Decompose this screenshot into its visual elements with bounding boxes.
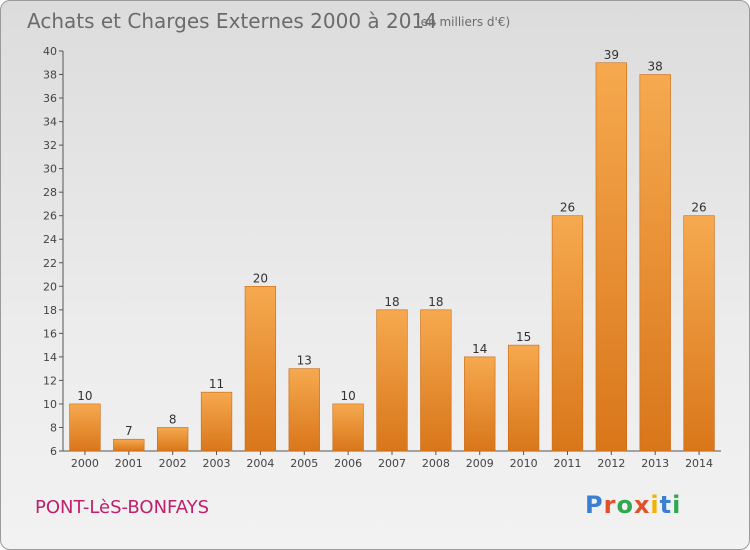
y-tick-label: 26 — [43, 210, 57, 223]
x-tick-label-2009: 2009 — [466, 457, 494, 470]
y-tick-label: 8 — [50, 421, 57, 434]
data-label-2012: 39 — [604, 48, 619, 62]
y-tick-label: 36 — [43, 92, 57, 105]
x-tick-label-2008: 2008 — [422, 457, 450, 470]
x-tick-label-2014: 2014 — [685, 457, 713, 470]
data-label-2000: 10 — [77, 389, 92, 403]
data-label-2006: 10 — [340, 389, 355, 403]
bar-2003 — [200, 391, 233, 452]
bar-2001 — [113, 438, 145, 452]
chart-unit: (en milliers d'€) — [416, 15, 511, 29]
x-tick-label-2005: 2005 — [290, 457, 318, 470]
y-tick-label: 20 — [43, 280, 57, 293]
x-tick-label-2007: 2007 — [378, 457, 406, 470]
bar-2011 — [551, 215, 584, 452]
data-label-2007: 18 — [384, 295, 399, 309]
y-tick-label: 12 — [43, 374, 57, 387]
chart-title: Achats et Charges Externes 2000 à 2014 — [27, 9, 437, 33]
x-tick-label-2001: 2001 — [115, 457, 143, 470]
y-tick-label: 32 — [43, 139, 57, 152]
x-tick-label-2012: 2012 — [597, 457, 625, 470]
proxiti-logo: Proxiti — [585, 491, 682, 519]
x-tick-label-2011: 2011 — [553, 457, 581, 470]
data-label-2002: 8 — [169, 412, 177, 426]
data-label-2010: 15 — [516, 330, 531, 344]
bar-2013 — [639, 74, 671, 452]
x-tick-label-2013: 2013 — [641, 457, 669, 470]
y-tick-label: 28 — [43, 186, 57, 199]
commune-name: PONT-LèS-BONFAYS — [35, 497, 210, 518]
y-tick-label: 38 — [43, 69, 57, 82]
bar-2000 — [69, 403, 101, 452]
x-tick-label-2006: 2006 — [334, 457, 362, 470]
y-tick-label: 22 — [43, 257, 57, 270]
bar-2009 — [464, 356, 496, 452]
data-label-2008: 18 — [428, 295, 443, 309]
data-label-2003: 11 — [209, 377, 224, 391]
y-tick-label: 24 — [43, 233, 57, 246]
x-tick-label-2004: 2004 — [246, 457, 274, 470]
y-tick-label: 18 — [43, 304, 57, 317]
data-label-2011: 26 — [560, 201, 575, 215]
data-label-2009: 14 — [472, 342, 487, 356]
bar-2006 — [332, 403, 364, 452]
x-tick-label-2010: 2010 — [510, 457, 538, 470]
data-label-2014: 26 — [691, 201, 706, 215]
y-tick-label: 16 — [43, 327, 57, 340]
y-tick-label: 10 — [43, 398, 57, 411]
data-label-2005: 13 — [297, 354, 312, 368]
bar-2012 — [595, 62, 627, 452]
data-label-2013: 38 — [648, 60, 663, 74]
y-tick-label: 40 — [43, 45, 57, 58]
y-tick-label: 6 — [50, 445, 57, 458]
bar-2008 — [420, 309, 452, 452]
x-tick-label-2003: 2003 — [203, 457, 231, 470]
y-tick-label: 14 — [43, 351, 57, 364]
data-label-2004: 20 — [253, 271, 268, 285]
bar-2014 — [683, 215, 715, 452]
bar-2010 — [507, 344, 540, 452]
bar-2004 — [244, 285, 277, 452]
bar-2005 — [288, 368, 320, 452]
y-tick-label: 30 — [43, 163, 57, 176]
x-tick-label-2000: 2000 — [71, 457, 99, 470]
y-tick-label: 34 — [43, 116, 57, 129]
bar-2002 — [157, 427, 189, 452]
x-tick-label-2002: 2002 — [159, 457, 187, 470]
bar-2007 — [376, 309, 408, 452]
data-label-2001: 7 — [125, 424, 133, 438]
